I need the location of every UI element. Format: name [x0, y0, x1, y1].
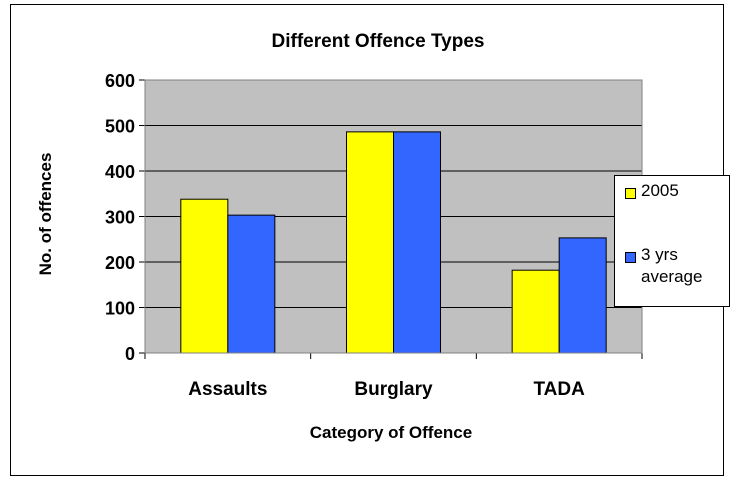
legend-label-2005: 2005 [641, 181, 679, 200]
x-axis-label: Category of Offence [310, 423, 472, 442]
legend-swatch-2005 [625, 188, 636, 199]
y-tick-label: 100 [105, 299, 135, 319]
legend-label-3yrs-average: 3 yrs average [641, 245, 703, 286]
y-tick-label: 500 [105, 117, 135, 137]
legend: 2005 3 yrs average [614, 175, 730, 307]
bar-assaults-3-yrs-average [227, 214, 276, 354]
x-tick-label-burglary: Burglary [354, 379, 433, 400]
x-tick-label-assaults: Assaults [188, 379, 267, 400]
chart-title: Different Offence Types [272, 31, 485, 52]
legend-swatch-3yrs-average [625, 252, 636, 263]
bar-tada-3-yrs-average [558, 237, 607, 354]
bar-burglary-3-yrs-average [393, 131, 441, 354]
plot-area: 0 100 200 300 400 500 600 Assaults Burglary TADA [105, 71, 643, 400]
bar-burglary-2005 [346, 131, 394, 354]
y-tick-label: 200 [105, 253, 135, 273]
y-tick-label: 600 [105, 71, 135, 91]
x-tick-label-tada: TADA [533, 379, 585, 400]
y-tick-label: 0 [125, 344, 135, 364]
y-tick-label: 300 [105, 208, 135, 228]
y-axis-label: No. of offences [36, 153, 55, 276]
y-tick-label: 400 [105, 162, 135, 182]
bar-assaults-2005 [180, 198, 229, 354]
bar-tada-2005 [511, 269, 560, 354]
